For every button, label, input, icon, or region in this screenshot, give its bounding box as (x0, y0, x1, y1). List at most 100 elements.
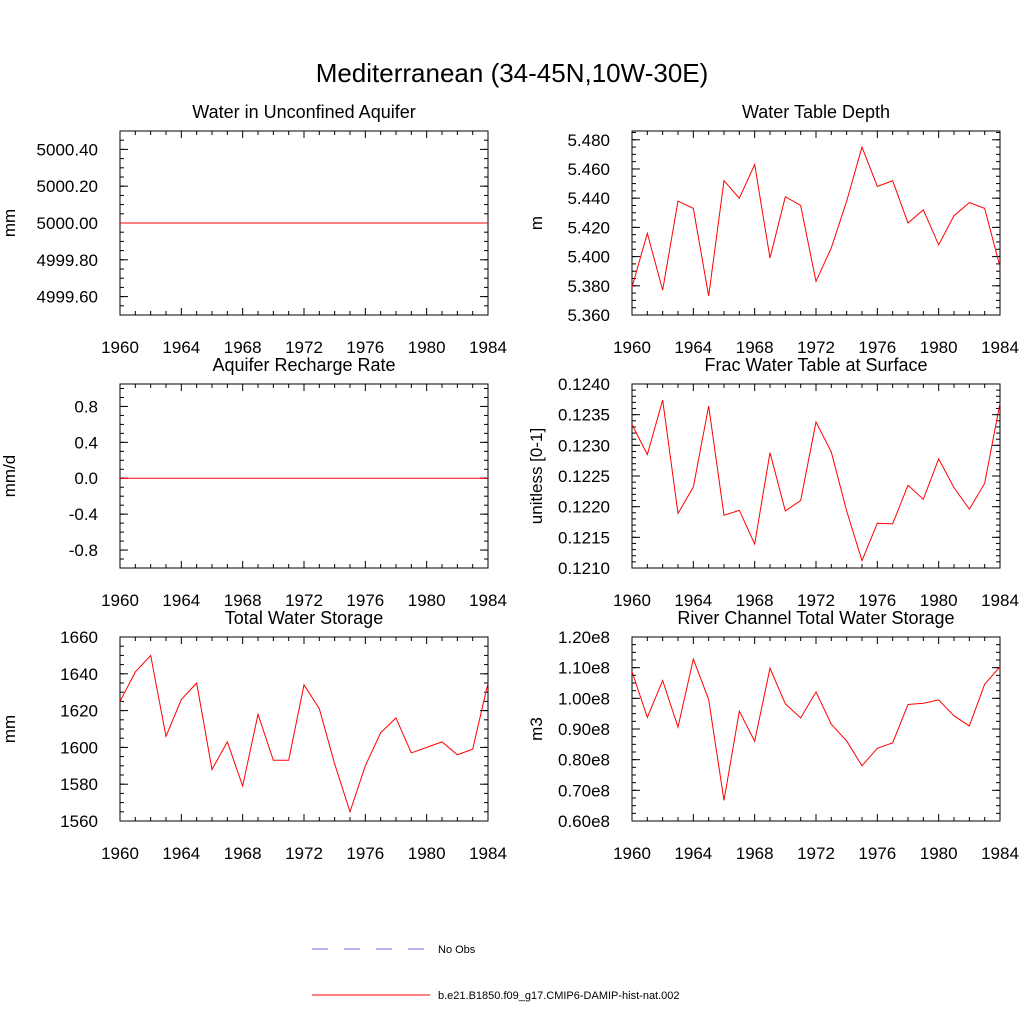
plot-frame (119, 636, 489, 822)
y-tick-label: 0.1230 (558, 436, 610, 455)
x-tick-label: 1984 (469, 591, 507, 610)
x-tick-label: 1964 (674, 591, 712, 610)
x-tick-label: 1964 (162, 591, 200, 610)
y-tick-label: 0.1240 (558, 375, 610, 394)
y-tick-label: 1660 (60, 628, 98, 647)
y-tick-label: 5.400 (567, 248, 610, 267)
x-tick-label: 1984 (981, 844, 1019, 863)
y-tick-label: 0.70e8 (558, 781, 610, 800)
y-tick-label: 5.420 (567, 218, 610, 237)
x-tick-label: 1972 (797, 844, 835, 863)
x-tick-label: 1968 (736, 338, 774, 357)
plot-frame (631, 130, 1001, 316)
y-tick-label: 1580 (60, 775, 98, 794)
y-axis-label: m3 (527, 717, 546, 741)
x-tick-label: 1980 (408, 591, 446, 610)
x-tick-label: 1960 (101, 844, 139, 863)
y-tick-label: 5.460 (567, 160, 610, 179)
panel-title: River Channel Total Water Storage (677, 608, 954, 628)
y-tick-label: 0.4 (74, 433, 98, 452)
panel-1: Water in Unconfined Aquifer 1960 1964 1968 1… (0, 102, 507, 357)
x-tick-label: 1984 (469, 338, 507, 357)
plot-frame (631, 383, 1001, 569)
x-tick-label: 1984 (981, 591, 1019, 610)
series-line (631, 145, 1001, 297)
x-tick-label: 1976 (858, 844, 896, 863)
x-tick-label: 1968 (224, 844, 262, 863)
figure-title: Mediterranean (34-45N,10W-30E) (316, 58, 709, 88)
y-tick-label: 1.20e8 (558, 628, 610, 647)
y-tick-label: 4999.60 (37, 288, 98, 307)
x-tick-label: 1984 (981, 338, 1019, 357)
legend-label-no-obs: No Obs (438, 944, 476, 956)
x-tick-label: 1972 (797, 338, 835, 357)
y-axis-label: unitless [0-1] (527, 428, 546, 524)
plot-frame (631, 636, 1001, 822)
x-tick-label: 1964 (162, 844, 200, 863)
panel-4: Frac Water Table at Surface 1960 1964 1968 1… (527, 355, 1019, 610)
y-tick-label: 0.1235 (558, 406, 610, 425)
x-tick-label: 1964 (162, 338, 200, 357)
series-line (119, 654, 489, 814)
y-tick-label: 1.10e8 (558, 659, 610, 678)
y-tick-label: 1560 (60, 812, 98, 831)
x-tick-label: 1960 (613, 591, 651, 610)
panel-title: Water Table Depth (742, 102, 890, 122)
x-tick-label: 1980 (920, 338, 958, 357)
x-tick-label: 1976 (346, 338, 384, 357)
y-tick-label: 0.8 (74, 397, 98, 416)
x-tick-label: 1968 (736, 844, 774, 863)
x-tick-label: 1960 (613, 844, 651, 863)
series-line (631, 399, 1001, 563)
y-tick-label: 1640 (60, 665, 98, 684)
x-tick-label: 1964 (674, 338, 712, 357)
legend-label-model: b.e21.B1850.f09_g17.CMIP6-DAMIP-hist-nat… (438, 990, 680, 1002)
y-tick-label: 5000.00 (37, 214, 98, 233)
y-tick-label: 0.0 (74, 469, 98, 488)
panels: Water in Unconfined Aquifer 1960 1964 1968 1… (0, 102, 1019, 863)
y-axis-label: mm (0, 209, 19, 237)
y-tick-label: 1600 (60, 738, 98, 757)
y-axis-label: mm/d (0, 455, 19, 498)
x-tick-label: 1960 (101, 591, 139, 610)
panel-2: Water Table Depth 1960 1964 1968 1972 1976 198… (527, 102, 1019, 357)
x-tick-label: 1968 (224, 591, 262, 610)
y-tick-label: 5.380 (567, 277, 610, 296)
y-axis-label: m (527, 216, 546, 230)
x-tick-label: 1980 (920, 591, 958, 610)
y-tick-label: 5000.40 (37, 140, 98, 159)
x-tick-label: 1960 (613, 338, 651, 357)
x-tick-label: 1968 (736, 591, 774, 610)
y-tick-label: 0.60e8 (558, 812, 610, 831)
x-tick-label: 1972 (285, 591, 323, 610)
x-tick-label: 1984 (469, 844, 507, 863)
y-tick-label: 0.80e8 (558, 751, 610, 770)
x-tick-label: 1972 (285, 844, 323, 863)
y-tick-label: -0.8 (69, 541, 98, 560)
panel-title: Total Water Storage (225, 608, 383, 628)
y-tick-label: 5.360 (567, 306, 610, 325)
x-tick-label: 1980 (408, 338, 446, 357)
x-tick-label: 1976 (346, 591, 384, 610)
panel-6: River Channel Total Water Storage 1960 196… (527, 608, 1019, 863)
panel-title: Aquifer Recharge Rate (212, 355, 395, 375)
x-tick-label: 1976 (858, 338, 896, 357)
x-tick-label: 1980 (920, 844, 958, 863)
plot-frame (119, 383, 489, 569)
y-tick-label: 0.1220 (558, 498, 610, 517)
x-tick-label: 1972 (285, 338, 323, 357)
x-tick-label: 1972 (797, 591, 835, 610)
y-tick-label: 0.1225 (558, 467, 610, 486)
series-line (631, 657, 1001, 801)
x-tick-label: 1960 (101, 338, 139, 357)
y-tick-label: 5.480 (567, 131, 610, 150)
x-tick-label: 1964 (674, 844, 712, 863)
x-tick-label: 1980 (408, 844, 446, 863)
y-tick-label: 0.90e8 (558, 720, 610, 739)
y-tick-label: 0.1215 (558, 528, 610, 547)
y-tick-label: 1620 (60, 702, 98, 721)
y-tick-label: 5000.20 (37, 177, 98, 196)
y-axis-label: mm (0, 715, 19, 743)
y-tick-label: 5.440 (567, 189, 610, 208)
